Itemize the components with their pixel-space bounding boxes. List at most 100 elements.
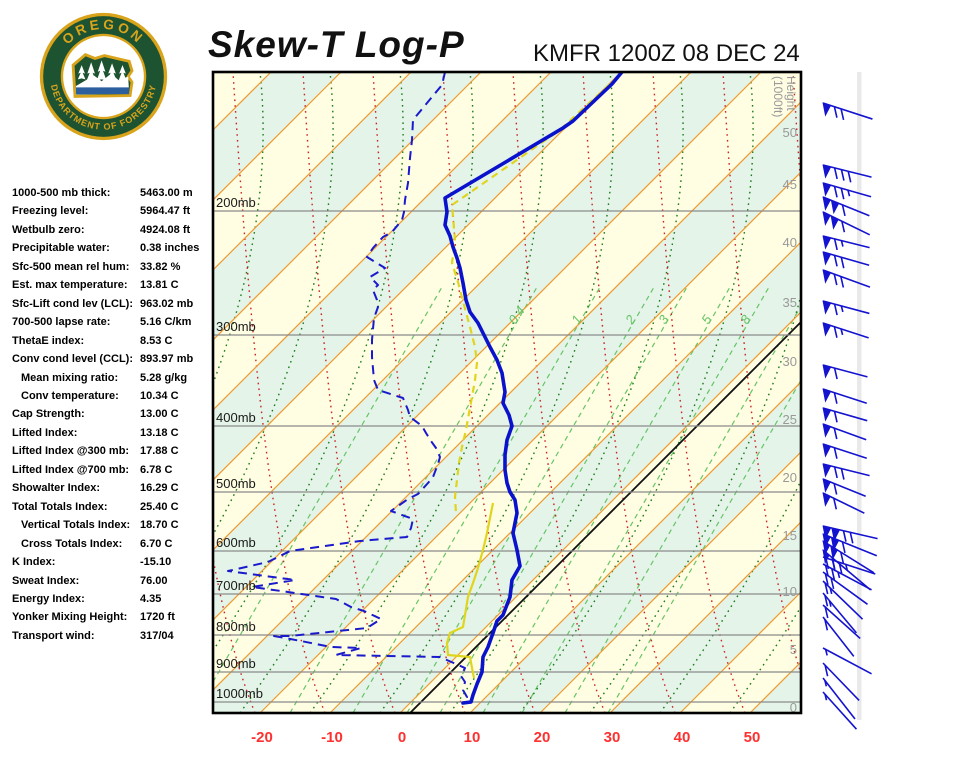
isotherm-line bbox=[213, 72, 482, 341]
isotherm-line bbox=[0, 72, 201, 713]
wind-barb bbox=[822, 592, 858, 634]
index-row: K Index: -15.10 bbox=[12, 553, 212, 571]
wind-barb-stack bbox=[822, 102, 878, 730]
index-label: 700-500 lapse rate: bbox=[12, 316, 111, 329]
index-row: Showalter Index: 16.29 C bbox=[12, 479, 212, 497]
pressure-label: 600mb bbox=[216, 535, 256, 550]
isotherm-line bbox=[609, 521, 801, 713]
index-value: 5.16 C/km bbox=[140, 316, 192, 329]
index-label: Total Totals Index: bbox=[12, 500, 108, 513]
wind-barb bbox=[822, 251, 870, 269]
dry-adiabat-line bbox=[93, 72, 185, 713]
wetbulb-trace bbox=[450, 83, 611, 514]
index-label: Precipitable water: bbox=[12, 242, 110, 255]
isotherm-line bbox=[539, 451, 801, 713]
pressure-label: 800mb bbox=[216, 619, 256, 634]
wind-barb bbox=[822, 407, 868, 423]
index-value: 33.82 % bbox=[140, 260, 181, 273]
plot-border bbox=[211, 70, 803, 715]
wind-barb bbox=[822, 269, 871, 288]
moist-adiabat-line bbox=[309, 72, 544, 713]
pressure-label: 400mb bbox=[216, 410, 256, 425]
dewpoint-trace bbox=[227, 72, 468, 703]
pressure-label: 900mb bbox=[216, 656, 256, 671]
index-value: 18.70 C bbox=[140, 519, 179, 532]
moist-adiabat-line bbox=[0, 72, 123, 713]
dry-adiabat-line bbox=[442, 72, 536, 713]
temp-axis-label: 50 bbox=[744, 729, 761, 746]
dry-adiabat-line bbox=[23, 72, 115, 713]
moist-adiabat-line bbox=[213, 72, 264, 386]
wind-barb bbox=[822, 423, 867, 441]
index-row: Energy Index: 4.35 bbox=[12, 590, 212, 608]
mixing-ratio-line bbox=[352, 284, 602, 713]
height-label: 50 bbox=[783, 125, 797, 140]
temperature-trace bbox=[443, 72, 624, 705]
dry-adiabat-line bbox=[582, 72, 676, 713]
index-label: Transport wind: bbox=[12, 629, 95, 642]
index-row: 1000-500 mb thick: 5463.00 m bbox=[12, 184, 212, 202]
barb-axis-line bbox=[857, 72, 862, 720]
isotherm-line bbox=[213, 72, 552, 411]
dry-adiabat-line bbox=[652, 72, 746, 713]
index-label: Cap Strength: bbox=[12, 408, 85, 421]
moist-adiabat-line bbox=[213, 72, 404, 652]
wind-barb bbox=[822, 364, 868, 380]
isotherm-line bbox=[213, 101, 801, 691]
dry-adiabat-line bbox=[722, 72, 801, 676]
wind-barb bbox=[822, 443, 867, 459]
index-value: 5463.00 m bbox=[140, 187, 193, 199]
moist-adiabat-line bbox=[449, 72, 684, 713]
index-label: Vertical Totals Index: bbox=[21, 519, 131, 532]
index-label: K Index: bbox=[12, 556, 56, 569]
index-value: 6.70 C bbox=[140, 537, 173, 550]
height-label: 5 bbox=[790, 642, 797, 657]
moist-adiabat-line bbox=[239, 72, 474, 713]
height-label: 35 bbox=[783, 295, 797, 310]
index-label: Conv temperature: bbox=[21, 389, 119, 402]
moist-adiabat-line bbox=[519, 72, 754, 713]
band-green bbox=[0, 72, 201, 713]
wind-barb bbox=[822, 580, 864, 620]
index-row: Cross Totals Index: 6.70 C bbox=[12, 535, 212, 553]
isotherm-line bbox=[679, 591, 801, 713]
isotherm-line bbox=[820, 72, 960, 713]
wind-barb bbox=[822, 540, 875, 574]
isotherm-line bbox=[213, 72, 762, 621]
isotherm-line bbox=[259, 171, 801, 713]
index-value: -15.10 bbox=[140, 556, 172, 569]
mixing-ratio-line bbox=[213, 284, 444, 684]
moist-adiabat-line bbox=[379, 72, 614, 713]
isotherm-line bbox=[0, 72, 131, 713]
wetbulb-trace bbox=[445, 502, 495, 679]
index-value: 25.40 C bbox=[140, 500, 179, 513]
wind-barb bbox=[822, 691, 858, 730]
wind-barb bbox=[822, 102, 873, 121]
index-value: 0.38 inches bbox=[140, 242, 200, 255]
index-row: Vertical Totals Index: 18.70 C bbox=[12, 516, 212, 534]
pressure-label: 300mb bbox=[216, 319, 256, 334]
band-green bbox=[0, 72, 61, 713]
wind-barb bbox=[822, 604, 861, 640]
index-label: Energy Index: bbox=[12, 592, 85, 605]
dry-adiabat-line bbox=[232, 72, 326, 713]
mixing-ratio-line bbox=[607, 378, 801, 713]
index-row: Lifted Index @300 mb: 17.88 C bbox=[12, 442, 212, 460]
station-datetime: KMFR 1200Z 08 DEC 24 bbox=[533, 40, 800, 67]
index-value: 6.78 C bbox=[140, 463, 173, 476]
height-label: 10 bbox=[783, 584, 797, 599]
dry-adiabat-line bbox=[302, 72, 396, 713]
moist-adiabat-line bbox=[589, 292, 801, 713]
wind-barb bbox=[822, 322, 869, 339]
wind-barb bbox=[822, 478, 866, 497]
isotherm-line bbox=[469, 381, 801, 713]
index-row: Conv cond level (CCL): 893.97 mb bbox=[12, 350, 212, 368]
dry-adiabat-line bbox=[792, 72, 801, 199]
wind-barb bbox=[822, 492, 865, 514]
index-value: 13.81 C bbox=[140, 279, 179, 292]
wind-barb bbox=[822, 463, 870, 480]
height-label: 20 bbox=[783, 470, 797, 485]
zero-isotherm-line bbox=[409, 321, 801, 713]
index-row: Conv temperature: 10.34 C bbox=[12, 387, 212, 405]
